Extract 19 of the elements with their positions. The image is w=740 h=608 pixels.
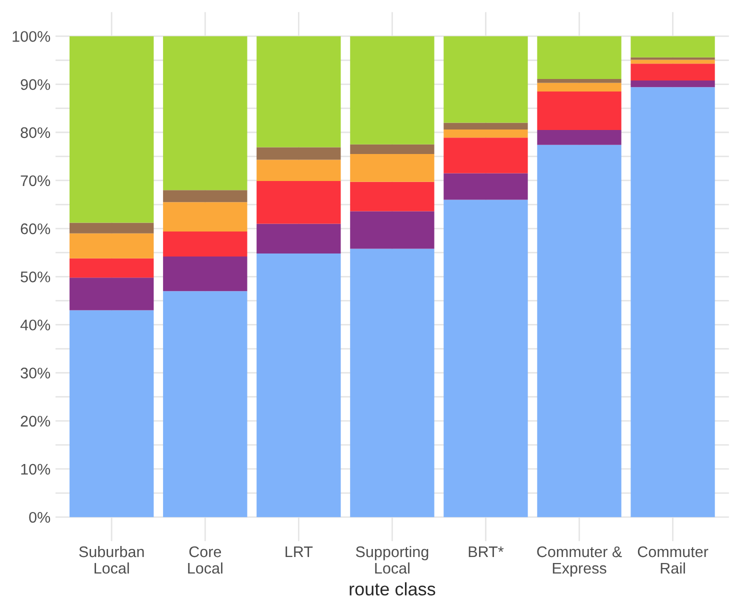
x-tick-label: Core Local <box>188 546 222 574</box>
x-tick-label: Supporting Local <box>356 546 428 574</box>
x-axis-title: route class <box>350 582 436 596</box>
y-tick-label: 90% <box>20 79 50 90</box>
y-tick-label: 10% <box>21 464 50 475</box>
x-tick-label: LRT <box>286 546 313 558</box>
y-tick-label: 20% <box>20 416 50 427</box>
x-tick-label: Commuter Rail <box>638 546 708 574</box>
y-tick-label: 80% <box>20 127 50 138</box>
y-tick-label: 100% <box>12 31 50 42</box>
y-tick-label: 40% <box>20 320 50 330</box>
x-tick-label: BRT* <box>468 546 504 558</box>
x-tick-label: Commuter & Express <box>537 546 622 577</box>
y-tick-label: 60% <box>20 223 50 234</box>
y-tick-label: 50% <box>20 272 50 282</box>
y-tick-label: 30% <box>20 368 50 378</box>
y-tick-label: 0% <box>29 512 50 523</box>
x-tick-label: Suburban Local <box>79 546 144 574</box>
y-tick-label: 70% <box>20 175 50 186</box>
